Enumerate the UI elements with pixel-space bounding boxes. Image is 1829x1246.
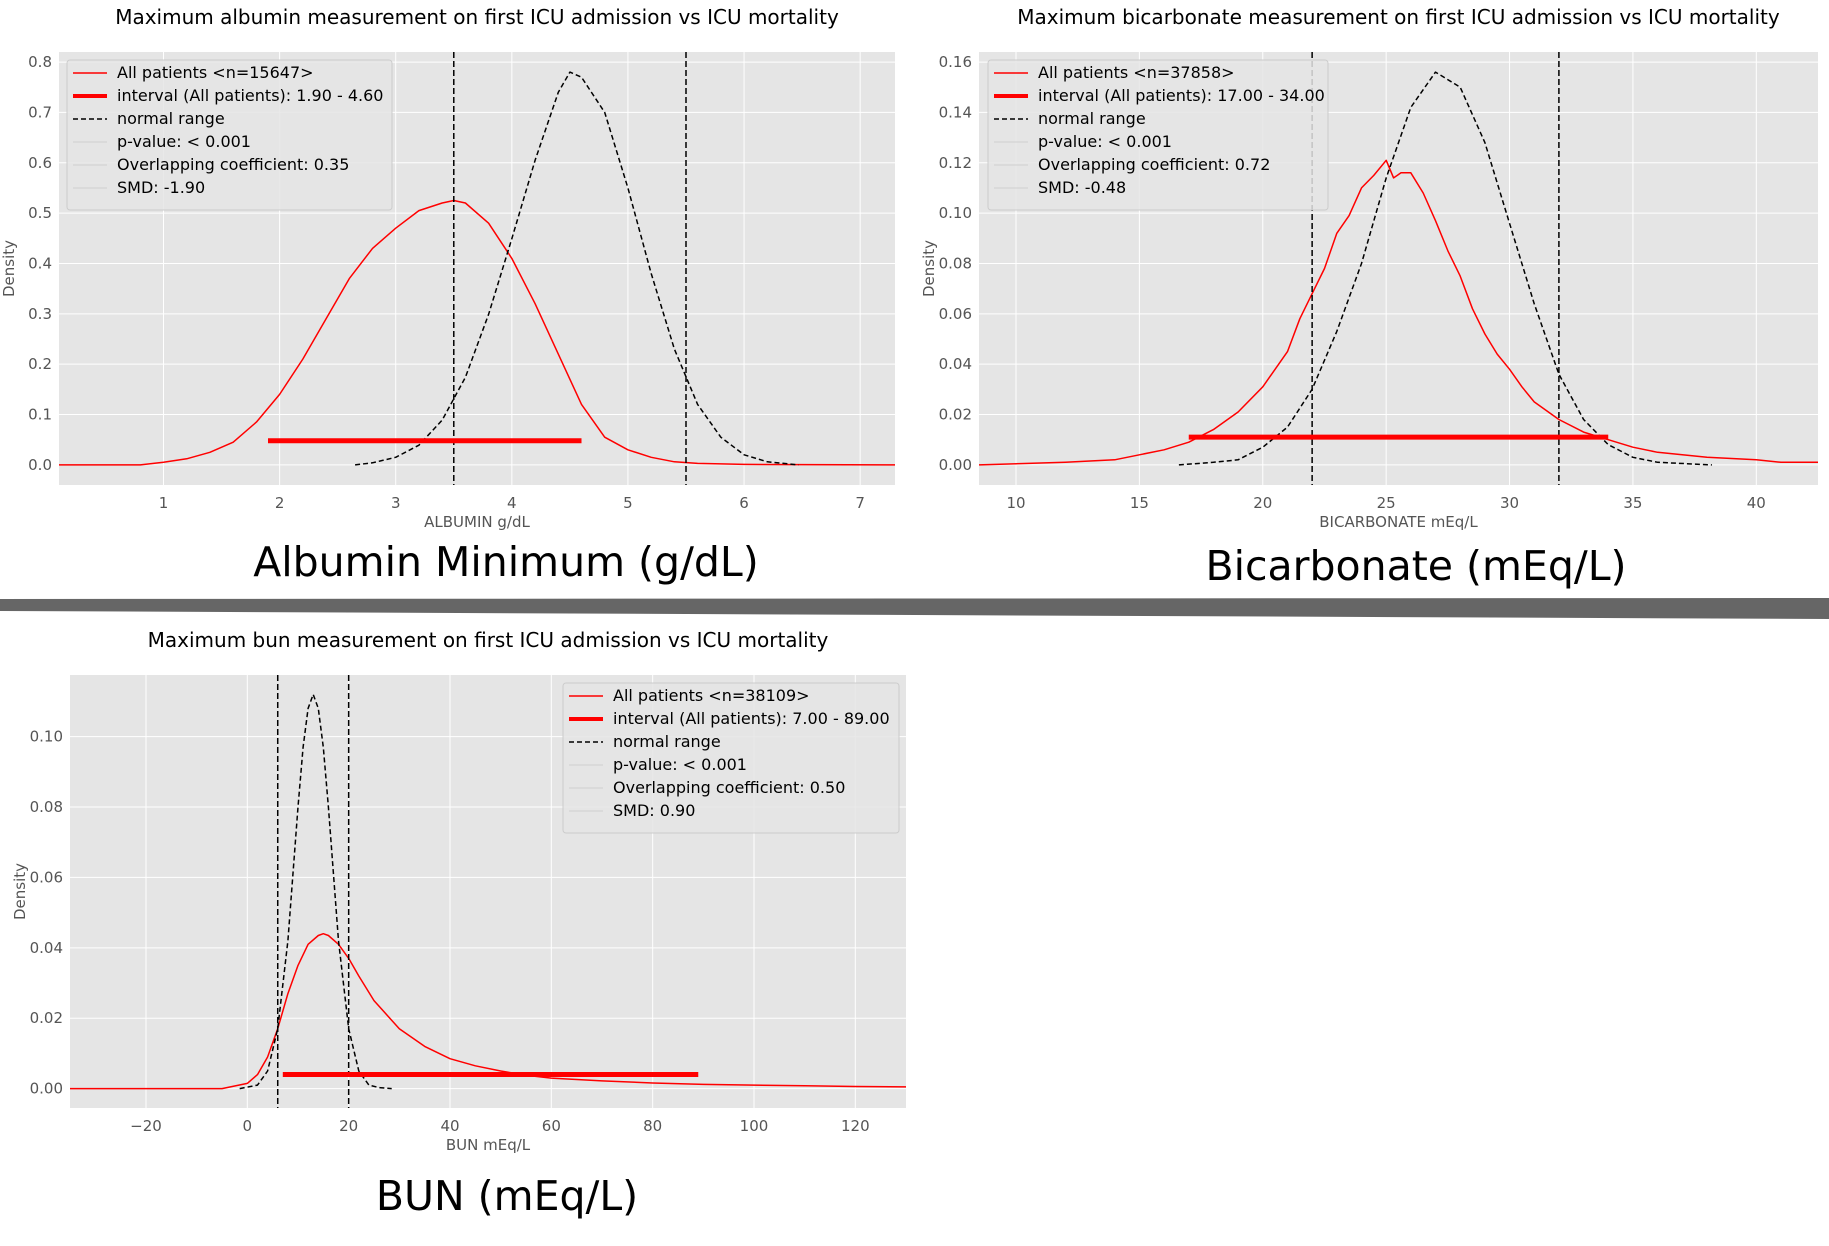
chart-title: Maximum albumin measurement on first ICU… [115,5,839,29]
legend-label: normal range [1038,109,1146,128]
x-tick-label: 15 [1130,494,1149,512]
legend-label: SMD: -1.90 [117,178,205,197]
y-tick-label: 0.2 [28,355,52,373]
y-tick-label: 0.04 [939,355,972,373]
y-tick-label: 0.10 [939,204,972,222]
caption-bun: BUN (mEq/L) [375,1172,639,1220]
x-tick-label: 3 [391,494,401,512]
y-tick-label: 0.14 [939,103,972,121]
x-tick-label: 20 [339,1117,358,1135]
x-tick-label: 80 [643,1117,662,1135]
x-tick-label: 10 [1006,494,1025,512]
caption-albumin: Albumin Minimum (g/dL) [253,538,759,586]
legend-label: interval (All patients): 17.00 - 34.00 [1038,86,1325,105]
y-axis-label: Density [11,863,29,920]
y-tick-label: 0.08 [939,254,972,272]
chart-title: Maximum bun measurement on first ICU adm… [148,628,829,652]
chart-bicarbonate: Maximum bicarbonate measurement on first… [920,5,1818,531]
normal-range-curve [355,71,799,466]
x-axis-label: ALBUMIN g/dL [424,513,530,531]
chart-title: Maximum bicarbonate measurement on first… [1017,5,1780,29]
legend-box [66,59,393,211]
x-tick-label: 6 [739,494,749,512]
legend: All patients <n=37858> interval (All pati… [987,59,1329,211]
y-tick-label: 0.00 [939,456,972,474]
chart-bun: Maximum bun measurement on first ICU adm… [11,628,906,1154]
x-tick-label: 0 [243,1117,253,1135]
legend-label: SMD: -0.48 [1038,178,1126,197]
legend-label: interval (All patients): 1.90 - 4.60 [117,86,383,105]
x-tick-label: 25 [1377,494,1396,512]
panel-separator [0,598,1829,619]
legend-label: interval (All patients): 7.00 - 89.00 [613,709,890,728]
y-tick-label: 0.0 [28,456,52,474]
y-tick-label: 0.5 [28,204,52,222]
x-tick-label: 40 [1747,494,1766,512]
legend-label: normal range [117,109,225,128]
caption-bicarbonate: Bicarbonate (mEq/L) [1205,542,1627,590]
legend-box [562,682,900,834]
legend-label: p-value: < 0.001 [1038,132,1172,151]
legend-label: Overlapping coefficient: 0.50 [613,778,845,797]
legend-label: Overlapping coefficient: 0.35 [117,155,349,174]
chart-albumin: Maximum albumin measurement on first ICU… [0,5,895,531]
x-tick-label: −20 [130,1117,162,1135]
y-tick-label: 0.1 [28,406,52,424]
y-tick-label: 0.16 [939,53,972,71]
y-tick-label: 0.3 [28,305,52,323]
x-tick-label: 4 [507,494,517,512]
legend-label: All patients <n=37858> [1038,63,1235,82]
y-axis-label: Density [920,240,938,297]
x-axis-label: BUN mEq/L [446,1136,531,1154]
legend-label: normal range [613,732,721,751]
y-tick-label: 0.4 [28,254,52,272]
y-tick-label: 0.8 [28,53,52,71]
legend-label: p-value: < 0.001 [613,755,747,774]
y-tick-label: 0.06 [939,305,972,323]
y-tick-label: 0.7 [28,103,52,121]
x-tick-label: 2 [275,494,285,512]
x-tick-label: 60 [542,1117,561,1135]
legend: All patients <n=15647> interval (All pati… [66,59,393,211]
y-tick-label: 0.12 [939,154,972,172]
x-tick-label: 20 [1253,494,1272,512]
legend-label: SMD: 0.90 [613,801,695,820]
legend-label: p-value: < 0.001 [117,132,251,151]
y-tick-label: 0.06 [30,868,63,886]
y-tick-label: 0.10 [30,728,63,746]
x-tick-label: 5 [623,494,633,512]
x-tick-label: 120 [841,1117,870,1135]
x-tick-label: 30 [1500,494,1519,512]
y-tick-label: 0.02 [939,406,972,424]
y-tick-label: 0.04 [30,939,63,957]
x-axis-label: BICARBONATE mEq/L [1319,513,1478,531]
y-tick-label: 0.00 [30,1080,63,1098]
y-axis-label: Density [0,240,18,297]
x-tick-label: 40 [440,1117,459,1135]
legend-box [987,59,1329,211]
x-tick-label: 35 [1623,494,1642,512]
y-tick-label: 0.02 [30,1009,63,1027]
kde-curve-all-patients [59,199,895,466]
legend-label: Overlapping coefficient: 0.72 [1038,155,1270,174]
legend: All patients <n=38109> interval (All pati… [562,682,900,834]
y-tick-label: 0.08 [30,798,63,816]
x-tick-label: 1 [159,494,169,512]
legend-label: All patients <n=15647> [117,63,314,82]
y-tick-label: 0.6 [28,154,52,172]
legend-label: All patients <n=38109> [613,686,810,705]
x-tick-label: 7 [855,494,865,512]
x-tick-label: 100 [740,1117,769,1135]
